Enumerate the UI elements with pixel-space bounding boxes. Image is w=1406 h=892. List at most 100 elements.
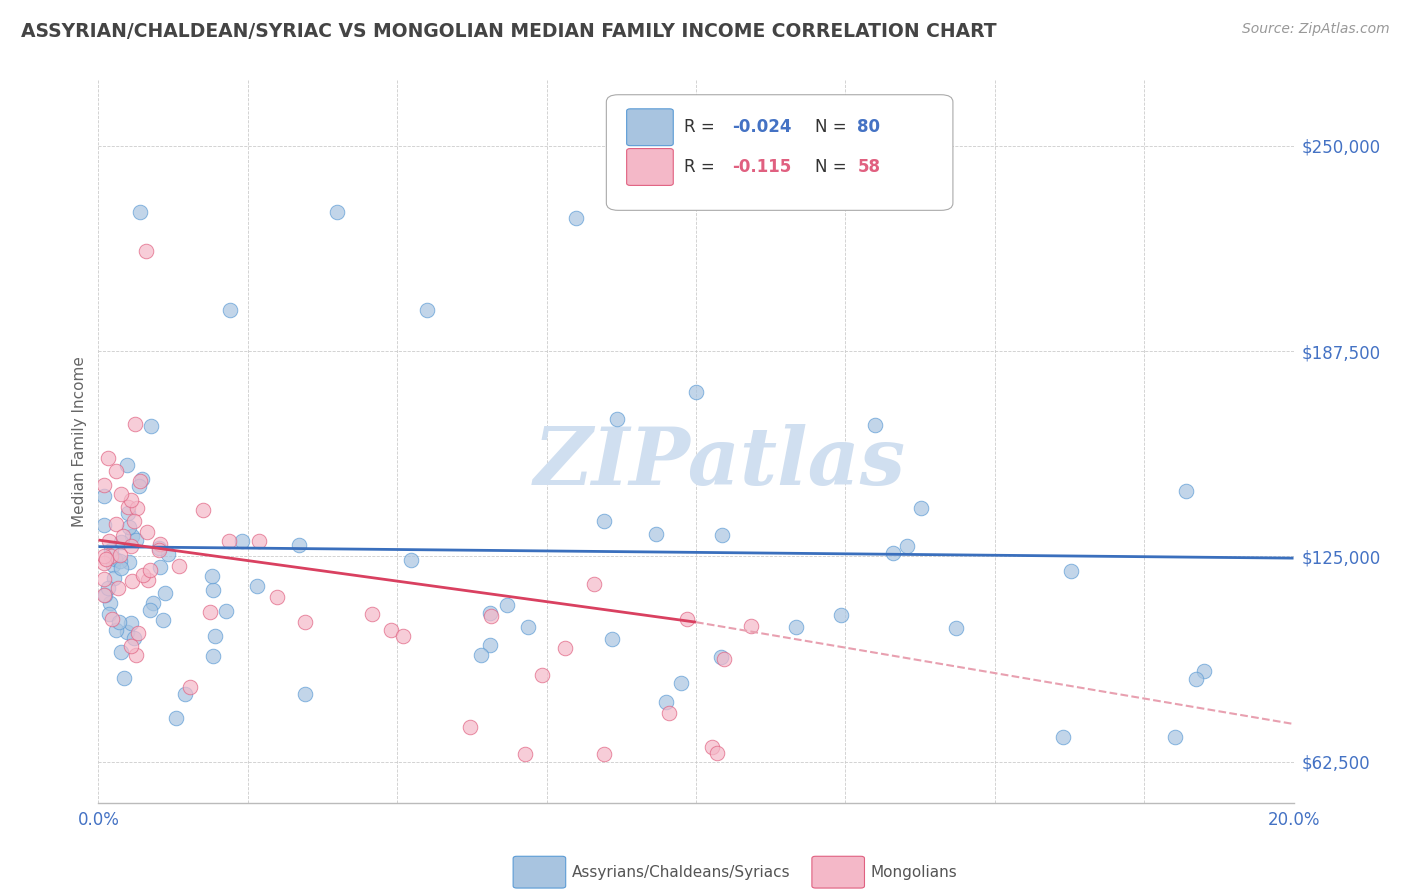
Text: ASSYRIAN/CHALDEAN/SYRIAC VS MONGOLIAN MEDIAN FAMILY INCOME CORRELATION CHART: ASSYRIAN/CHALDEAN/SYRIAC VS MONGOLIAN ME… — [21, 22, 997, 41]
Point — [105, 516, 128, 531]
FancyBboxPatch shape — [513, 856, 565, 888]
Point — [121, 574, 143, 589]
Point — [582, 577, 605, 591]
Text: Source: ZipAtlas.com: Source: ZipAtlas.com — [1241, 22, 1389, 37]
Point — [945, 621, 967, 635]
Point — [148, 541, 170, 556]
Point — [645, 526, 668, 541]
Point — [118, 555, 141, 569]
Point — [122, 514, 145, 528]
Point — [120, 616, 142, 631]
Point — [657, 706, 679, 721]
Point — [138, 573, 160, 587]
Point — [1192, 665, 1215, 679]
Point — [122, 631, 145, 645]
Point — [266, 590, 288, 604]
Point — [669, 675, 692, 690]
Point — [117, 500, 139, 515]
Point — [1174, 483, 1197, 498]
Point — [98, 607, 121, 621]
Point — [104, 465, 127, 479]
Point — [125, 500, 148, 515]
Point — [120, 539, 142, 553]
Point — [479, 609, 502, 624]
Point — [138, 603, 160, 617]
Point — [105, 624, 128, 638]
Point — [710, 650, 733, 665]
Point — [193, 503, 215, 517]
Point — [740, 619, 762, 633]
Point — [127, 626, 149, 640]
Point — [117, 458, 139, 473]
Point — [380, 623, 402, 637]
Point — [606, 411, 628, 425]
Point — [513, 747, 536, 761]
Point — [247, 534, 270, 549]
Point — [516, 620, 538, 634]
Point — [1185, 672, 1208, 686]
Point — [97, 581, 120, 595]
Point — [117, 519, 139, 533]
FancyBboxPatch shape — [627, 149, 673, 186]
Point — [149, 537, 172, 551]
Point — [702, 739, 724, 754]
Point — [141, 419, 163, 434]
Text: -0.115: -0.115 — [733, 158, 792, 176]
Y-axis label: Median Family Income: Median Family Income — [72, 356, 87, 527]
Point — [157, 547, 180, 561]
Point — [110, 645, 132, 659]
Point — [531, 668, 554, 682]
Point — [882, 546, 904, 560]
Point — [94, 551, 117, 566]
Point — [198, 605, 221, 619]
Point — [470, 648, 492, 663]
Point — [676, 612, 699, 626]
Point — [112, 529, 135, 543]
Text: ZIPatlas: ZIPatlas — [534, 425, 905, 502]
Text: N =: N = — [815, 119, 846, 136]
Point — [110, 535, 132, 549]
Point — [152, 613, 174, 627]
Point — [125, 648, 148, 662]
Point — [121, 529, 143, 543]
Point — [202, 648, 225, 663]
Point — [125, 533, 148, 548]
Point — [685, 385, 707, 400]
Point — [148, 542, 170, 557]
Point — [129, 204, 152, 219]
Point — [93, 572, 115, 586]
Point — [110, 487, 132, 501]
Point — [174, 687, 197, 701]
Point — [104, 552, 127, 566]
Point — [93, 489, 115, 503]
Point — [655, 695, 678, 709]
Point — [785, 620, 807, 634]
Point — [593, 514, 616, 528]
Point — [110, 560, 132, 574]
Point — [117, 506, 139, 520]
Point — [108, 615, 131, 630]
Point — [204, 629, 226, 643]
Point — [165, 711, 187, 725]
Point — [458, 720, 481, 734]
Text: N =: N = — [815, 158, 846, 176]
Point — [479, 638, 502, 652]
Point — [100, 549, 122, 563]
Text: R =: R = — [685, 119, 720, 136]
Point — [288, 538, 311, 552]
Point — [1052, 730, 1074, 744]
Point — [108, 548, 131, 562]
Point — [294, 615, 316, 629]
Point — [120, 492, 142, 507]
Point — [93, 517, 115, 532]
FancyBboxPatch shape — [606, 95, 953, 211]
Point — [711, 527, 734, 541]
Point — [202, 583, 225, 598]
Point — [1163, 730, 1185, 744]
Point — [830, 608, 852, 623]
Text: R =: R = — [685, 158, 720, 176]
Point — [93, 477, 115, 491]
Point — [97, 534, 120, 549]
Point — [108, 554, 131, 568]
Point — [100, 612, 122, 626]
